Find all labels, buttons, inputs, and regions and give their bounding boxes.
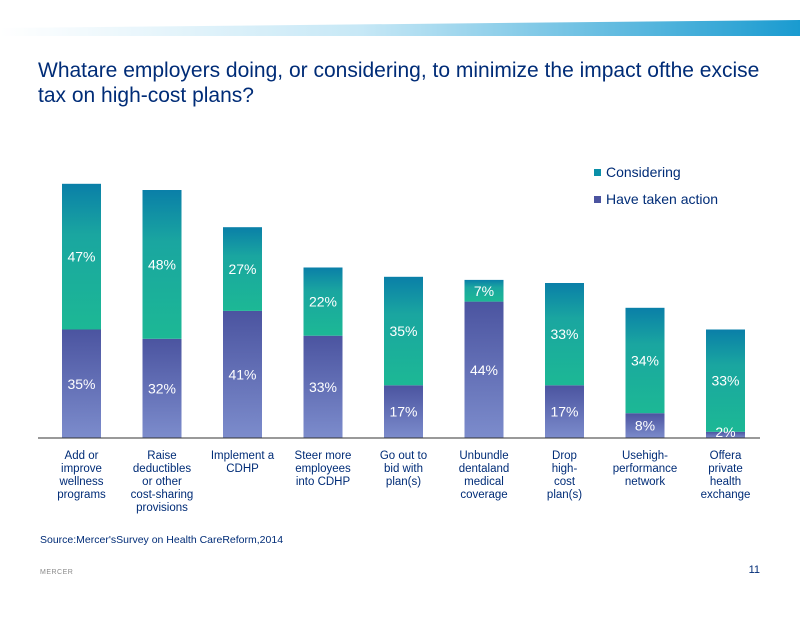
bar-considering-5 [384, 276, 423, 386]
data-label-have-taken-action-5: 17% [389, 404, 417, 420]
bar-considering-7 [545, 283, 584, 386]
source-note: Source:Mercer'sSurvey on Health CareRefo… [40, 534, 284, 546]
bar-considering-9 [706, 329, 745, 432]
legend-label-considering: Considering [606, 164, 681, 180]
bar-have-taken-action-9 [706, 431, 745, 438]
data-label-considering-3: 27% [228, 261, 256, 277]
data-label-have-taken-action-7: 17% [550, 404, 578, 420]
page-number: 11 [748, 564, 760, 576]
legend: Considering Have taken action [594, 164, 718, 207]
category-labels-group: Add or improve wellness programs Raise deduct… [57, 450, 750, 514]
category-label-8: Usehigh-performance network [613, 450, 678, 488]
data-label-have-taken-action-3: 41% [228, 366, 256, 382]
bar-have-taken-action-5 [384, 385, 423, 438]
bar-considering-3 [223, 227, 262, 311]
bar-considering-6 [464, 279, 504, 302]
category-label-9: Offera private health exchange [701, 450, 751, 501]
data-label-have-taken-action-4: 33% [309, 379, 337, 395]
category-label-7: Drop high-cost plan(s) [547, 450, 582, 501]
bar-considering-2 [142, 190, 182, 339]
data-label-have-taken-action-6: 44% [470, 362, 498, 378]
data-label-considering-2: 48% [148, 256, 176, 272]
bar-have-taken-action-6 [464, 301, 504, 438]
bar-have-taken-action-8 [625, 413, 665, 438]
bar-have-taken-action-7 [545, 385, 584, 438]
legend-swatch-considering [594, 169, 601, 176]
page-title: Whatare employers doing, or considering,… [38, 59, 760, 107]
category-label-5: Go out to bid with plan(s) [380, 450, 427, 488]
category-label-2: Raise deductibles or other cost-sharing prov… [131, 450, 194, 514]
data-label-considering-6: 7% [474, 283, 494, 299]
category-label-1: Add or improve wellness programs [57, 450, 106, 501]
bar-have-taken-action-1 [62, 329, 101, 438]
data-label-considering-9: 33% [711, 373, 739, 389]
legend-label-have-taken-action: Have taken action [606, 191, 718, 207]
data-label-considering-8: 34% [631, 353, 659, 369]
bars-group [62, 183, 745, 438]
header-band [0, 20, 800, 36]
bar-have-taken-action-2 [142, 338, 182, 438]
data-label-considering-7: 33% [550, 326, 578, 342]
bar-considering-1 [62, 183, 101, 330]
category-label-3: Implement a CDHP [211, 450, 275, 475]
category-label-6: Unbundle dentaland medical coverage [459, 450, 510, 501]
data-label-considering-4: 22% [309, 294, 337, 310]
data-label-have-taken-action-2: 32% [148, 380, 176, 396]
data-label-have-taken-action-1: 35% [67, 376, 95, 392]
legend-swatch-have-taken-action [594, 196, 601, 203]
bar-have-taken-action-3 [223, 310, 262, 438]
bar-considering-8 [625, 307, 665, 414]
bar-labels-group: 35% 47% 32% 48% 41% 27% 33% 22% 17% 35% 44% 7% 17% 33… [67, 249, 739, 440]
data-label-have-taken-action-8: 8% [635, 418, 655, 434]
data-label-considering-1: 47% [67, 249, 95, 265]
data-label-have-taken-action-9: 2% [715, 424, 735, 440]
category-label-4: Steer more employees into CDHP [295, 450, 352, 488]
footer-brand: MERCER [40, 569, 74, 576]
bar-have-taken-action-4 [303, 335, 343, 438]
data-label-considering-5: 35% [389, 323, 417, 339]
bar-considering-4 [303, 267, 343, 336]
